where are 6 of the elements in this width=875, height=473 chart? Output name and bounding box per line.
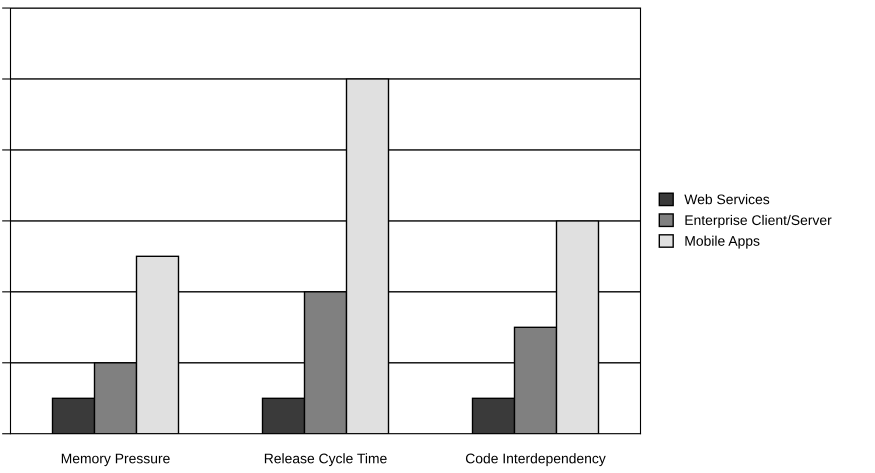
legend-label: Mobile Apps	[685, 236, 760, 249]
x-tick-label: Code Interdependency	[466, 453, 606, 466]
x-tick-label: Memory Pressure	[62, 454, 170, 466]
x-tick-label: Release Cycle Time	[264, 453, 387, 466]
legend-label: Enterprise Client/Server	[685, 214, 832, 228]
legend-label: Web Services	[684, 194, 770, 204]
